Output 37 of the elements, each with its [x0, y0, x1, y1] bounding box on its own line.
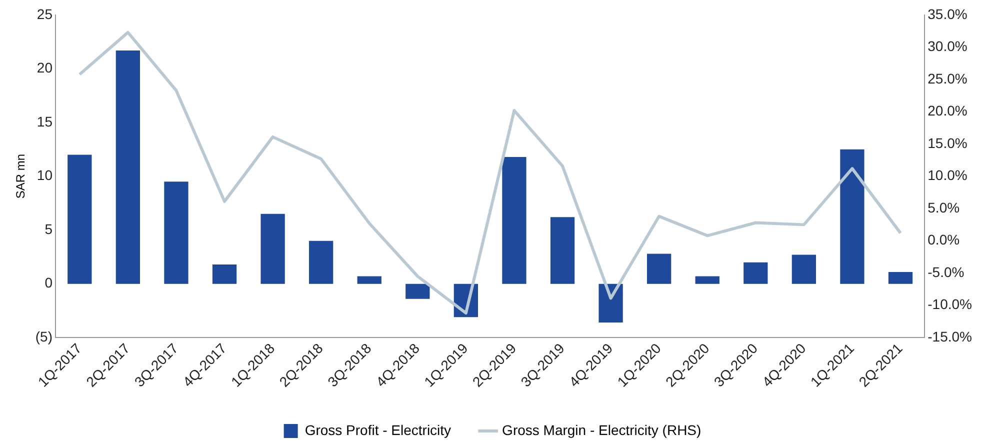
- legend-label: Gross Margin - Electricity (RHS): [502, 422, 702, 438]
- bar: [406, 284, 430, 299]
- bar: [888, 272, 913, 284]
- bar: [502, 156, 526, 284]
- bar: [840, 149, 864, 284]
- y2-tick-label: 10.0%: [928, 167, 968, 184]
- y-tick-label: (5): [35, 328, 53, 344]
- y-tick-label: 0: [44, 274, 53, 291]
- bar: [116, 50, 140, 284]
- bar: [68, 154, 92, 284]
- bar: [260, 214, 285, 284]
- y-tick-label: 10: [36, 167, 53, 184]
- bar: [744, 262, 768, 284]
- y-tick-label: 25: [36, 6, 53, 22]
- bar: [550, 217, 575, 284]
- bar: [695, 276, 720, 284]
- y2-tick-label: -5.0%: [928, 264, 964, 280]
- bar: [164, 182, 188, 284]
- bar: [212, 264, 237, 284]
- y2-tick-label: 20.0%: [928, 102, 968, 119]
- y-axis-title: SAR mn: [14, 154, 28, 199]
- y2-tick-label: 35.0%: [928, 6, 968, 22]
- y2-tick-label: 25.0%: [928, 70, 968, 86]
- bar: [309, 240, 334, 284]
- y2-tick-label: -10.0%: [928, 296, 972, 312]
- legend-label: Gross Profit - Electricity: [304, 422, 452, 438]
- y-tick-label: 15: [36, 113, 53, 130]
- y2-tick-label: 5.0%: [928, 199, 960, 216]
- y2-tick-label: 15.0%: [928, 134, 968, 151]
- bar: [792, 254, 816, 284]
- bar: [357, 276, 382, 284]
- y-tick-label: 20: [36, 60, 53, 76]
- bar: [647, 254, 672, 284]
- y-tick-label: 5: [44, 220, 53, 237]
- y2-tick-label: -15.0%: [928, 328, 972, 344]
- y2-tick-label: 30.0%: [928, 38, 968, 54]
- y2-tick-label: 0.0%: [928, 232, 960, 248]
